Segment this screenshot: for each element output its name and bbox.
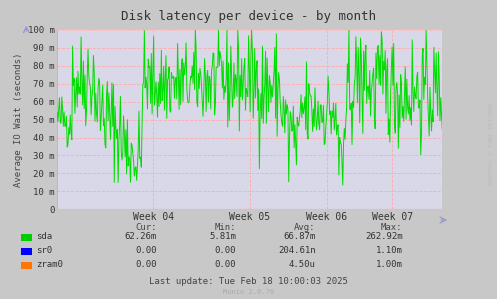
Text: 0.00: 0.00 [215, 246, 236, 255]
Text: 4.50u: 4.50u [289, 260, 316, 269]
Text: sr0: sr0 [36, 246, 52, 255]
Text: 1.10m: 1.10m [376, 246, 403, 255]
Text: 1.00m: 1.00m [376, 260, 403, 269]
Y-axis label: Average IO Wait (seconds): Average IO Wait (seconds) [14, 52, 23, 187]
Text: 66.87m: 66.87m [283, 232, 316, 241]
Text: Munin 2.0.76: Munin 2.0.76 [223, 289, 274, 295]
Text: Cur:: Cur: [135, 223, 157, 232]
Text: 5.81m: 5.81m [209, 232, 236, 241]
Text: 0.00: 0.00 [215, 260, 236, 269]
Text: 204.61n: 204.61n [278, 246, 316, 255]
Text: Disk latency per device - by month: Disk latency per device - by month [121, 10, 376, 23]
Text: 262.92m: 262.92m [365, 232, 403, 241]
Text: 62.26m: 62.26m [124, 232, 157, 241]
Text: Min:: Min: [215, 223, 236, 232]
Text: zram0: zram0 [36, 260, 63, 269]
Text: 0.00: 0.00 [135, 260, 157, 269]
Text: RRDTOOL / TOBI OETIKER: RRDTOOL / TOBI OETIKER [489, 102, 494, 185]
Text: Max:: Max: [381, 223, 403, 232]
Text: Last update: Tue Feb 18 10:00:03 2025: Last update: Tue Feb 18 10:00:03 2025 [149, 277, 348, 286]
Text: sda: sda [36, 232, 52, 241]
Text: Avg:: Avg: [294, 223, 316, 232]
Text: 0.00: 0.00 [135, 246, 157, 255]
